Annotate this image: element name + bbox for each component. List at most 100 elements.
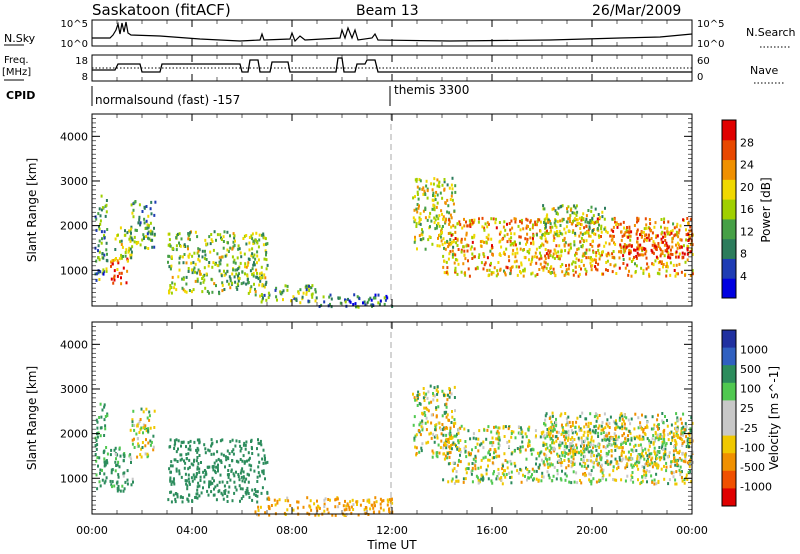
echo-cell (652, 434, 655, 437)
echo-cell (247, 480, 250, 484)
echo-cell (544, 442, 547, 446)
echo-cell (173, 282, 176, 286)
echo-cell (442, 217, 444, 221)
echo-cell (496, 269, 499, 273)
echo-cell (539, 220, 542, 224)
echo-cell (630, 417, 633, 421)
echo-cell (556, 212, 559, 216)
colorbar-swatch (722, 365, 736, 384)
echo-cell (573, 480, 576, 484)
echo-cell (323, 502, 326, 506)
echo-cell (102, 272, 105, 276)
echo-cell (483, 226, 486, 230)
echo-cell (130, 227, 133, 231)
echo-cell (636, 220, 638, 224)
echo-cell (482, 440, 485, 444)
echo-cell (308, 284, 310, 288)
echo-cell (549, 230, 552, 234)
echo-cell (110, 277, 113, 281)
echo-cell (687, 222, 690, 226)
echo-cell (661, 446, 663, 450)
echo-cell (435, 423, 438, 427)
echo-cell (578, 221, 581, 225)
echo-cell (437, 222, 440, 226)
echo-cell (672, 222, 675, 226)
echo-cell (562, 428, 565, 432)
echo-cell (448, 252, 451, 256)
echo-cell (460, 248, 463, 252)
echo-cell (587, 228, 590, 232)
echo-cell (188, 289, 191, 292)
echo-cell (95, 473, 98, 477)
echo-cell (686, 442, 689, 446)
echo-cell (141, 210, 144, 213)
echo-cell (602, 474, 605, 478)
echo-cell (415, 398, 418, 402)
echo-cell (517, 224, 520, 228)
echo-cell (448, 186, 451, 190)
echo-cell (111, 262, 114, 266)
echo-cell (679, 224, 682, 228)
echo-cell (413, 208, 416, 212)
echo-cell (594, 258, 597, 262)
echo-cell (98, 207, 101, 211)
echo-cell (184, 289, 187, 293)
echo-cell (600, 432, 603, 436)
echo-cell (635, 255, 638, 258)
echo-cell (175, 236, 178, 240)
echo-cell (521, 445, 524, 449)
echo-cell (429, 431, 432, 435)
echo-cell (538, 454, 541, 458)
echo-cell (513, 260, 516, 264)
echo-cell (418, 218, 421, 222)
echo-cell (550, 451, 553, 455)
echo-cell (544, 457, 547, 461)
echo-cell (689, 429, 692, 433)
echo-cell (256, 494, 259, 498)
echo-cell (580, 436, 583, 440)
echo-cell (663, 243, 666, 247)
echo-cell (117, 485, 120, 488)
echo-cell (594, 444, 597, 448)
echo-cell (104, 479, 107, 483)
echo-cell (447, 257, 450, 261)
echo-cell (334, 505, 337, 509)
echo-cell (203, 480, 206, 484)
echo-cell (121, 484, 124, 488)
echo-cell (103, 464, 106, 468)
echo-cell (175, 438, 178, 442)
echo-cell (265, 298, 268, 302)
echo-cell (242, 281, 245, 285)
echo-cell (118, 271, 121, 275)
echo-cell (512, 248, 515, 252)
echo-cell (598, 461, 601, 465)
echo-cell (471, 218, 473, 222)
echo-cell (520, 480, 523, 484)
echo-cell (254, 287, 256, 291)
echo-cell (584, 220, 587, 224)
echo-cell (658, 456, 661, 460)
echo-cell (614, 220, 616, 224)
echo-cell (474, 464, 477, 468)
echo-cell (95, 217, 98, 221)
echo-cell (175, 492, 178, 496)
echo-cell (543, 260, 546, 264)
echo-cell (669, 273, 672, 277)
echo-cell (536, 273, 539, 276)
echo-cell (99, 471, 101, 475)
echo-cell (564, 451, 567, 455)
echo-cell (253, 263, 256, 267)
echo-cell (575, 224, 578, 228)
echo-cell (178, 261, 181, 265)
echo-cell (204, 451, 207, 455)
echo-cell (485, 472, 488, 476)
echo-cell (667, 220, 670, 224)
echo-cell (412, 423, 415, 427)
echo-cell (256, 275, 258, 279)
echo-cell (684, 422, 687, 426)
echo-cell (434, 227, 437, 231)
echo-cell (575, 257, 578, 261)
echo-cell (622, 419, 625, 423)
echo-cell (175, 248, 178, 252)
